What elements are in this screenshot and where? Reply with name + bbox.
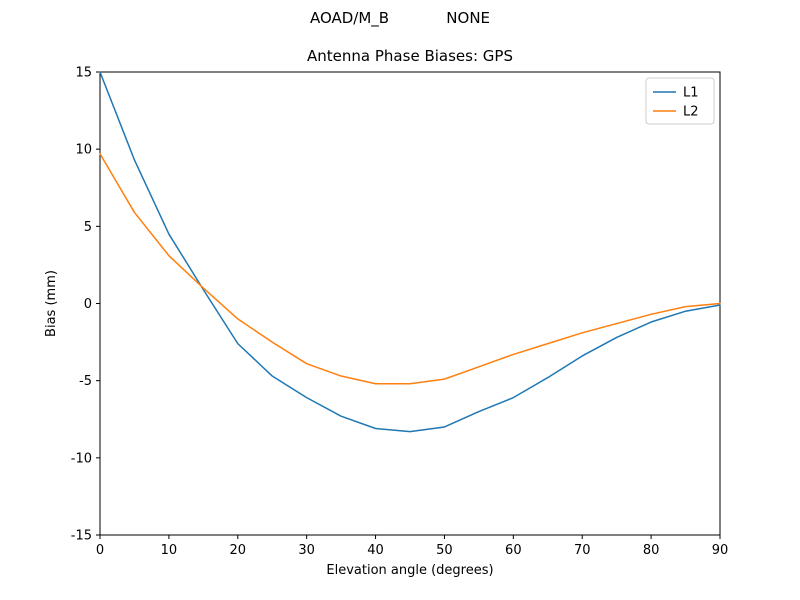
- y-tick-label: 10: [75, 143, 92, 158]
- x-tick-label: 70: [574, 543, 591, 558]
- y-tick-label: 5: [84, 220, 92, 235]
- x-tick-label: 10: [161, 543, 178, 558]
- series-line-l2: [99, 153, 721, 385]
- legend-label-l1: L1: [683, 86, 699, 101]
- y-axis-label: Bias (mm): [44, 270, 59, 337]
- y-tick-label: -5: [79, 374, 92, 389]
- legend-box: [645, 77, 715, 125]
- y-tick-label: 15: [75, 66, 92, 81]
- y-tick-label: 0: [84, 297, 92, 312]
- x-tick-label: 50: [436, 543, 453, 558]
- x-tick-label: 40: [367, 543, 384, 558]
- x-tick-label: 90: [712, 543, 729, 558]
- y-tick-label: -10: [71, 451, 92, 466]
- x-tick-label: 60: [505, 543, 522, 558]
- x-tick-label: 0: [96, 543, 104, 558]
- x-tick-label: 20: [230, 543, 247, 558]
- chart-title: Antenna Phase Biases: GPS: [307, 47, 513, 65]
- figure-suptitle: AOAD/M_B NONE: [309, 9, 491, 27]
- x-tick-label: 80: [643, 543, 660, 558]
- y-tick-label: -15: [71, 529, 92, 544]
- plot-frame: [99, 71, 721, 536]
- legend-label-l2: L2: [683, 105, 699, 120]
- x-axis-label: Elevation angle (degrees): [326, 563, 493, 578]
- x-tick-label: 30: [298, 543, 315, 558]
- series-line-l1: [99, 71, 721, 433]
